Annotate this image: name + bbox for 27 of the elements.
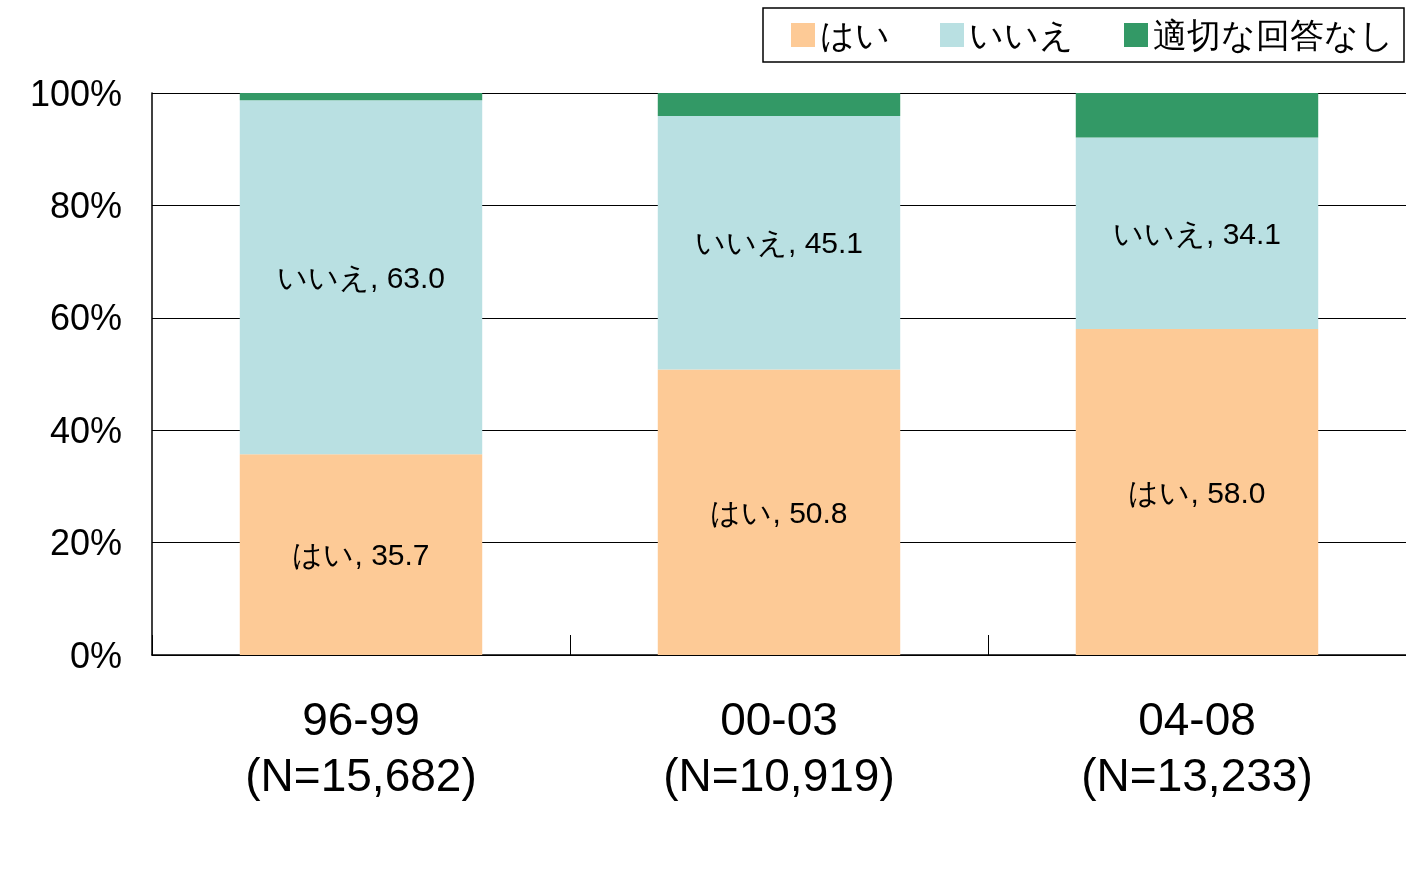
legend-label: いいえ — [969, 16, 1074, 54]
bar — [1075, 329, 1319, 655]
y-tick-label: 0% — [69, 634, 122, 676]
y-tick-label: 100% — [29, 72, 122, 114]
x-tick-label: 96-99 (N=15,682) — [245, 693, 477, 801]
bar — [657, 93, 901, 117]
x-tick-label: 00-03 (N=10,919) — [663, 693, 895, 801]
data-label: いいえ, 34.1 — [1112, 216, 1282, 250]
y-tick-label: 60% — [49, 297, 122, 339]
legend-label: 適切な回答なし — [1153, 16, 1394, 54]
bar — [239, 100, 483, 455]
bar — [239, 93, 483, 101]
y-tick-label: 20% — [49, 522, 122, 564]
x-tick-label: 04-08 (N=13,233) — [1081, 693, 1313, 801]
bar — [657, 369, 901, 655]
bar — [239, 454, 483, 655]
bar — [1075, 93, 1319, 138]
data-label: いいえ, 63.0 — [276, 260, 446, 294]
data-label: いいえ, 45.1 — [694, 226, 864, 260]
data-label: はい, 35.7 — [292, 538, 430, 572]
y-tick-label: 80% — [49, 184, 122, 226]
bar — [657, 116, 901, 370]
data-label: はい, 58.0 — [1128, 475, 1266, 509]
data-label: はい, 50.8 — [710, 495, 848, 529]
y-tick-label: 40% — [49, 409, 122, 451]
bar — [1075, 137, 1319, 330]
legend-label: はい — [820, 16, 890, 54]
